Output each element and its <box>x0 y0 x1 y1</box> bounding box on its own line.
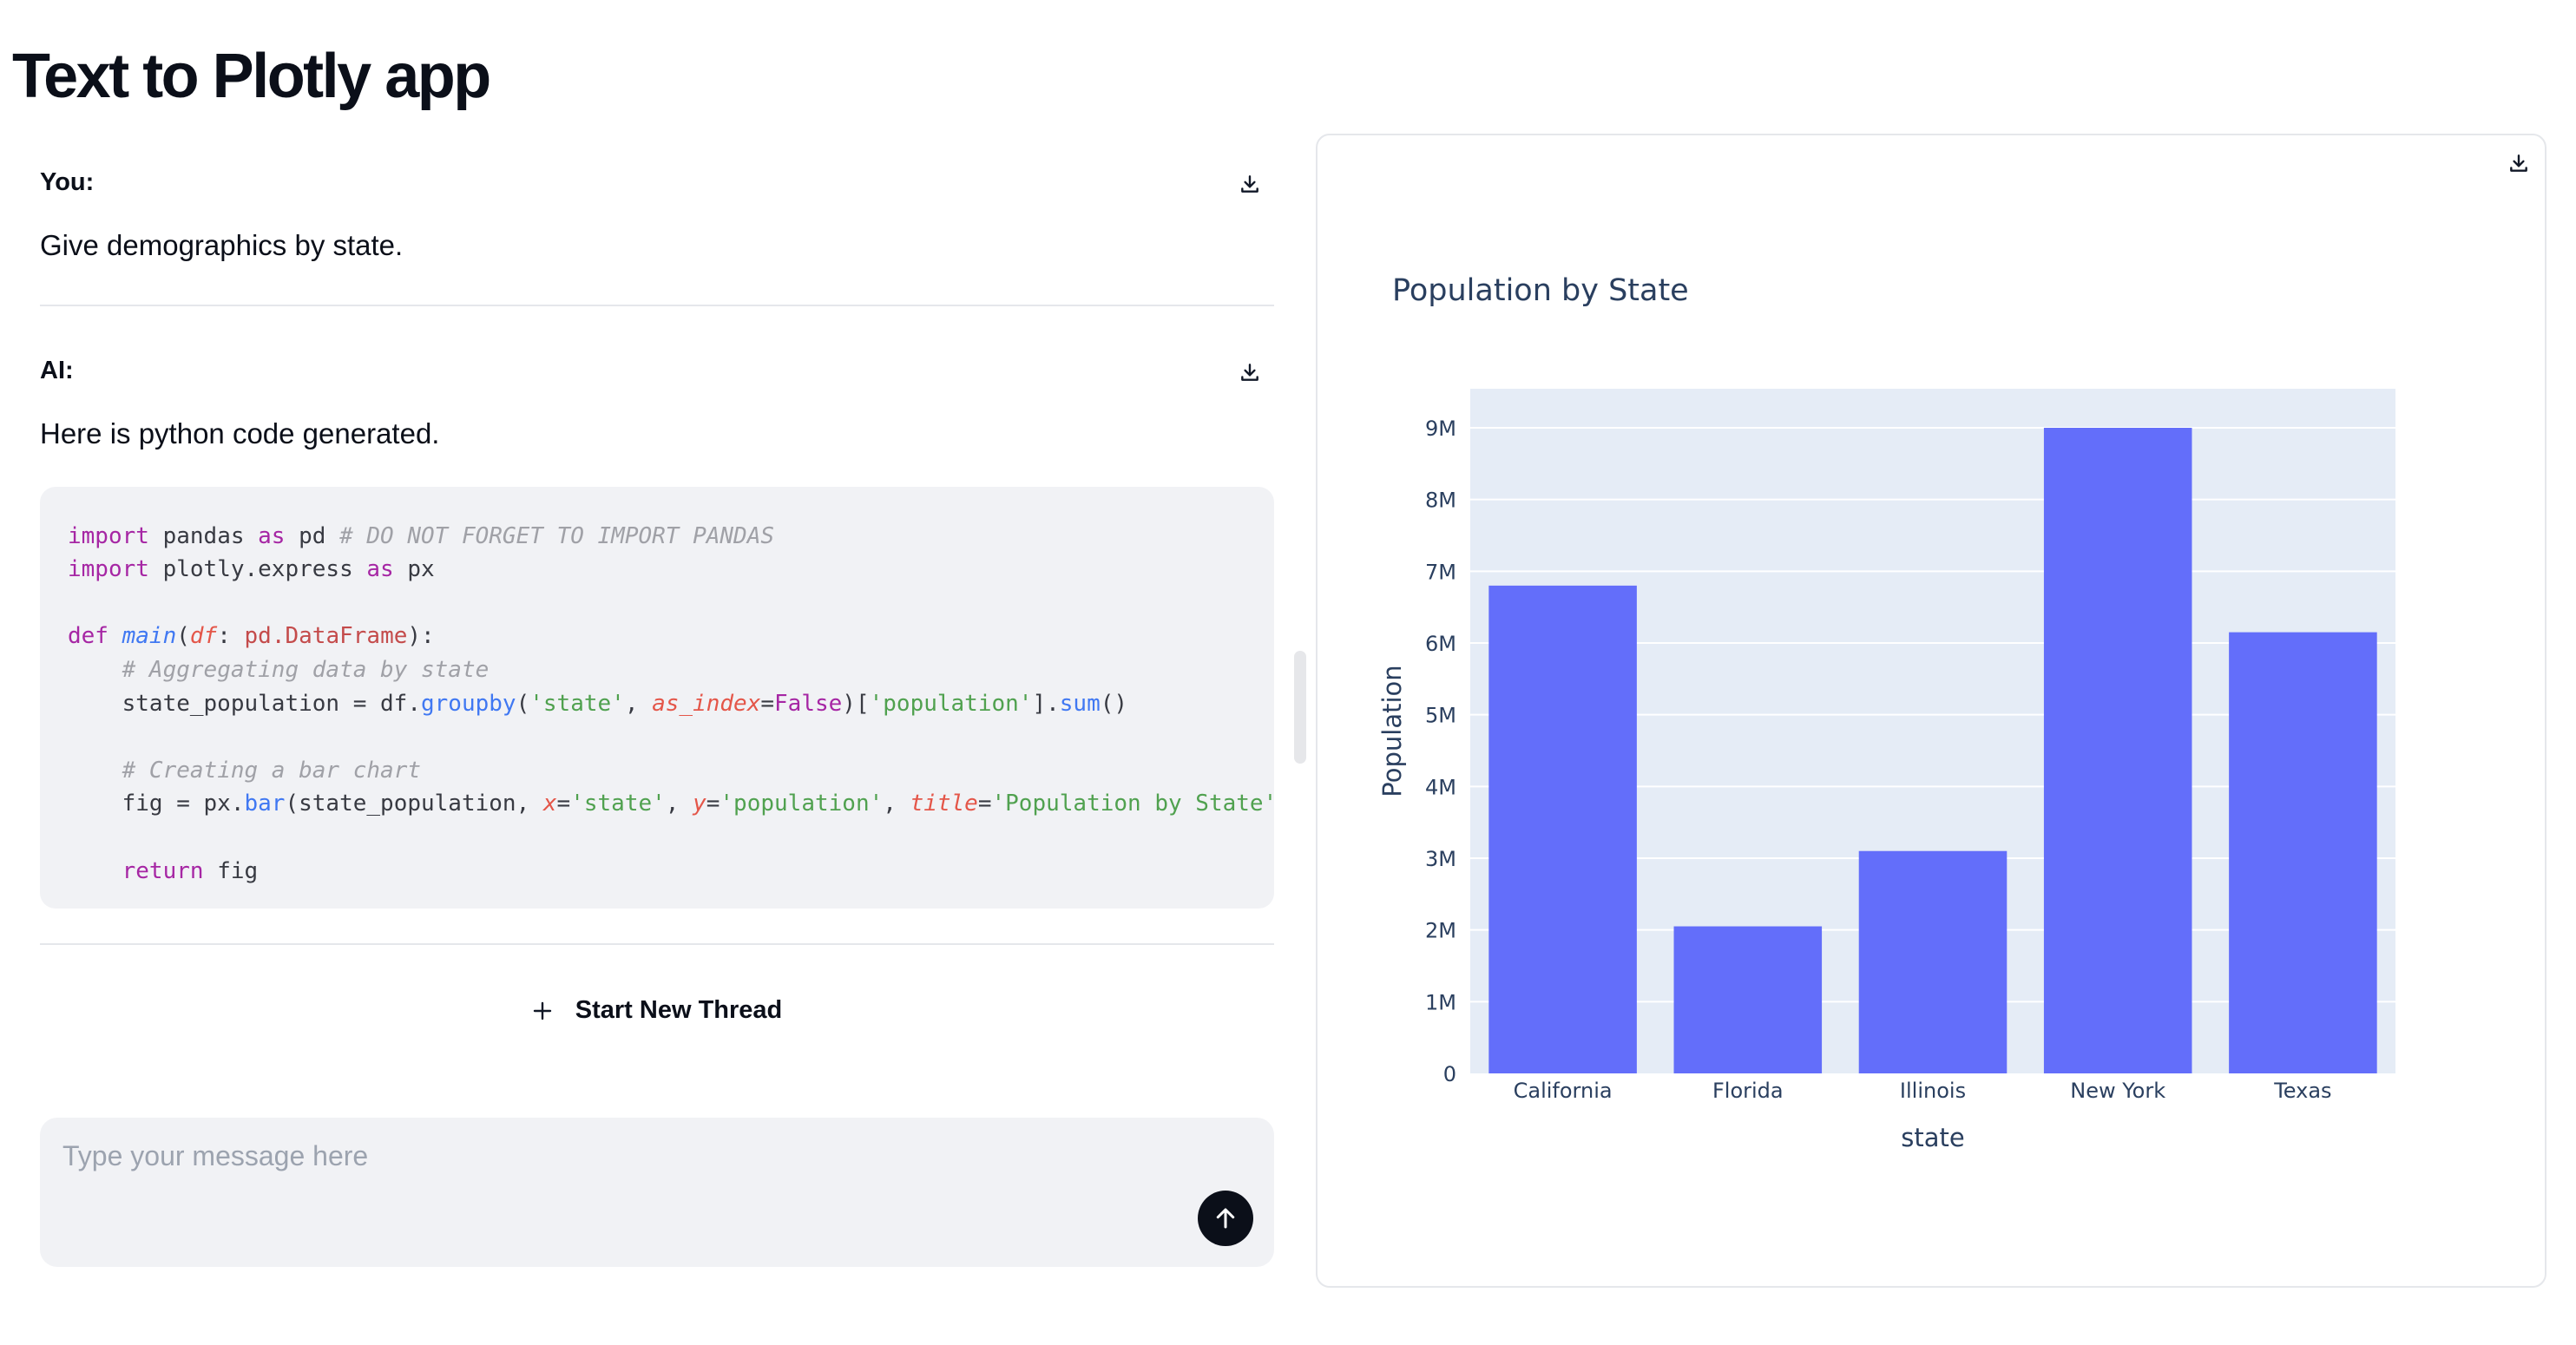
x-axis-label: state <box>1901 1123 1964 1152</box>
scrollbar[interactable] <box>1294 651 1306 764</box>
bar-california[interactable] <box>1488 585 1637 1073</box>
user-message: You: Give demographics by state. <box>40 170 1274 261</box>
bar-texas[interactable] <box>2229 632 2377 1073</box>
download-chart-button[interactable] <box>2501 146 2536 180</box>
x-tick-label: California <box>1514 1079 1613 1103</box>
bar-chart: Population by State 01M2M3M4M5M6M7M8M9M … <box>1377 273 2395 1152</box>
message-divider <box>40 305 1274 307</box>
app-title: Text to Plotly app <box>12 42 491 111</box>
y-tick-label: 3M <box>1425 847 1456 871</box>
download-icon <box>1241 175 1258 193</box>
x-tick-label: Illinois <box>1900 1079 1966 1103</box>
plus-icon <box>533 1001 551 1020</box>
message-composer <box>40 1118 1274 1267</box>
ai-message: AI: Here is python code generated. impor… <box>40 355 1274 909</box>
thread-divider <box>40 942 1274 945</box>
message-input[interactable] <box>61 1138 1158 1237</box>
download-icon <box>1241 364 1258 382</box>
y-tick-label: 0 <box>1443 1062 1456 1086</box>
download-ai-message-button[interactable] <box>1232 355 1267 390</box>
bar-illinois[interactable] <box>1858 850 2008 1073</box>
chat-thread: You: Give demographics by state. AI: Her… <box>40 170 1274 1037</box>
y-axis-label: Population <box>1377 665 1407 797</box>
user-role-label: You: <box>40 168 95 196</box>
code-block: import pandas as pd # DO NOT FORGET TO I… <box>40 486 1274 909</box>
chart-title: Population by State <box>1392 273 1689 308</box>
chart-panel: Population by State 0 1M 2M 3M 4M 5M 6M 7M 8M 9M … <box>1316 134 2546 1288</box>
arrow-up-icon <box>1216 1208 1235 1229</box>
download-user-message-button[interactable] <box>1232 167 1267 201</box>
send-button[interactable] <box>1198 1191 1253 1246</box>
download-icon <box>2510 154 2527 172</box>
code-content: import pandas as pd # DO NOT FORGET TO I… <box>68 522 1274 884</box>
y-tick-label: 8M <box>1425 489 1456 513</box>
y-tick-label: 5M <box>1425 704 1456 728</box>
y-tick-label: 2M <box>1425 919 1456 943</box>
y-tick-label: 1M <box>1425 990 1456 1014</box>
user-message-text: Give demographics by state. <box>40 229 404 261</box>
x-tick-label: Texas <box>2273 1079 2331 1103</box>
x-tick-label: New York <box>2070 1079 2165 1103</box>
start-new-thread-button[interactable]: Start New Thread <box>40 985 1274 1037</box>
bar-florida[interactable] <box>1673 926 1823 1073</box>
ai-message-text: Here is python code generated. <box>40 417 440 450</box>
y-tick-label: 6M <box>1425 632 1456 656</box>
x-tick-label: Florida <box>1712 1079 1784 1103</box>
bar-new-york[interactable] <box>2043 428 2192 1073</box>
ai-role-label: AI: <box>40 357 74 385</box>
y-tick-label: 9M <box>1425 417 1456 441</box>
start-new-thread-label: Start New Thread <box>575 996 783 1025</box>
y-tick-label: 7M <box>1425 560 1456 584</box>
y-tick-label: 4M <box>1425 775 1456 799</box>
